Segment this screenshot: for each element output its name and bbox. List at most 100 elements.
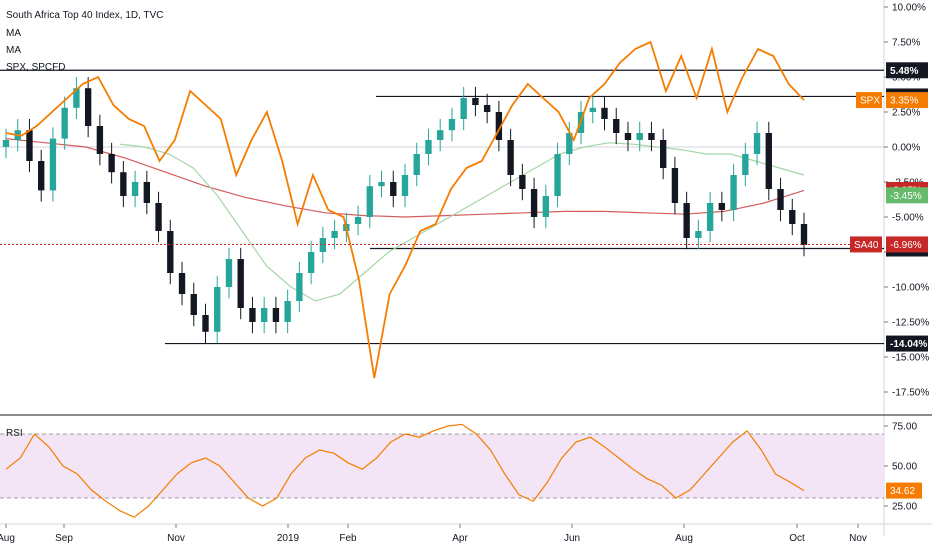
x-tick-label: Nov	[167, 533, 185, 544]
candle-body	[460, 98, 467, 119]
candle-body	[49, 138, 57, 191]
x-tick-label: Aug	[0, 533, 15, 544]
x-tick-label: Feb	[339, 533, 357, 544]
candle-body	[61, 107, 68, 139]
series-name-tag-label: SPX	[860, 96, 880, 107]
series-name-tag-box	[856, 92, 882, 109]
candle-body	[366, 186, 373, 217]
series-name-tag-label: SA40	[854, 240, 879, 251]
price-tag-box	[886, 236, 928, 253]
candle-body	[659, 140, 667, 168]
candle-body	[155, 203, 162, 231]
series-name-tag-box	[850, 236, 882, 253]
candle-body	[120, 172, 127, 196]
candle-body	[202, 315, 209, 332]
candle-body	[601, 107, 608, 119]
rsi-tick-label: 75.00	[892, 422, 917, 433]
level-tag-box	[886, 62, 928, 79]
candle-body	[249, 308, 256, 322]
candle-body	[730, 175, 737, 210]
candle-body	[73, 88, 80, 108]
candle-body	[38, 161, 45, 191]
y-tick-label: -15.00%	[892, 353, 929, 364]
rsi-current-box	[886, 482, 922, 499]
level-tag-box	[886, 335, 928, 352]
spx-line	[5, 40, 805, 379]
rsi-current-label: 34.62	[890, 486, 915, 497]
x-tick-label: 2019	[277, 533, 300, 544]
candle-body	[542, 196, 550, 217]
candle-body	[84, 88, 92, 126]
candle-body	[448, 119, 456, 131]
level-tag-label: -14.04%	[890, 339, 927, 350]
candle-body	[753, 133, 761, 154]
candle-body	[108, 154, 115, 173]
x-tick-label: Nov	[849, 533, 867, 544]
candle-body	[683, 203, 690, 238]
x-tick-label: Apr	[452, 533, 468, 544]
candle-body	[401, 175, 409, 196]
price-tag-value: 3.35%	[890, 96, 918, 107]
candle-body	[706, 203, 714, 231]
candle-body	[425, 140, 432, 154]
candle-body	[307, 252, 315, 273]
candle-body	[413, 154, 420, 175]
candle-body	[354, 217, 362, 224]
candle-body	[2, 140, 10, 147]
x-tick-label: Jun	[564, 533, 580, 544]
candle-body	[96, 126, 104, 154]
price-tag-value: -3.45%	[890, 191, 922, 202]
candle-body	[789, 210, 796, 224]
level-tag-label: 5.48%	[890, 66, 918, 77]
candle-body	[765, 133, 772, 189]
candle-body	[26, 130, 33, 161]
price-tag-box	[886, 187, 928, 204]
y-tick-label: -12.50%	[892, 318, 929, 329]
y-tick-label: -5.00%	[892, 213, 924, 224]
candle-body	[331, 231, 338, 238]
candle-body	[378, 182, 385, 187]
price-tag-box	[886, 92, 928, 109]
candle-body	[284, 301, 291, 322]
candle-body	[566, 133, 573, 154]
candle-body	[178, 273, 186, 294]
legend-spx: SPX, SPCFD	[6, 62, 66, 73]
candle-body	[272, 308, 280, 322]
candle-body	[636, 133, 643, 140]
candle-body	[507, 140, 514, 175]
ma-slow-line	[5, 138, 805, 218]
y-tick-label: 10.00%	[892, 3, 926, 14]
candle-body	[695, 231, 702, 238]
y-tick-label: 2.50%	[892, 108, 920, 119]
candle-body	[390, 182, 397, 196]
rsi-band	[0, 434, 884, 498]
candle-body	[319, 238, 327, 252]
candle-body	[648, 133, 655, 140]
x-tick-label: Sep	[55, 533, 73, 544]
rsi-label: RSI	[6, 428, 23, 439]
candle-body	[624, 133, 632, 140]
candle-body	[131, 182, 139, 196]
price-tag-value: -6.96%	[890, 240, 922, 251]
y-tick-label: -10.00%	[892, 283, 929, 294]
candle-body	[472, 98, 479, 105]
candle-body	[519, 175, 526, 189]
candle-body	[530, 189, 538, 217]
candle-body	[742, 154, 749, 175]
rsi-tick-label: 50.00	[892, 462, 917, 473]
candle-body	[143, 182, 151, 203]
x-tick-label: Aug	[675, 533, 693, 544]
candle-body	[671, 168, 679, 203]
candle-body	[613, 119, 620, 133]
candle-body	[260, 308, 268, 322]
candle-body	[190, 294, 197, 315]
chart-title: South Africa Top 40 Index, 1D, TVC	[6, 10, 164, 21]
legend-ma-fast: MA	[6, 28, 21, 39]
candle-body	[495, 112, 503, 140]
y-tick-label: 7.50%	[892, 38, 920, 49]
rsi-tick-label: 25.00	[892, 502, 917, 513]
candle-body	[777, 189, 784, 210]
candle-body	[718, 203, 726, 210]
y-tick-label: -17.50%	[892, 388, 929, 399]
